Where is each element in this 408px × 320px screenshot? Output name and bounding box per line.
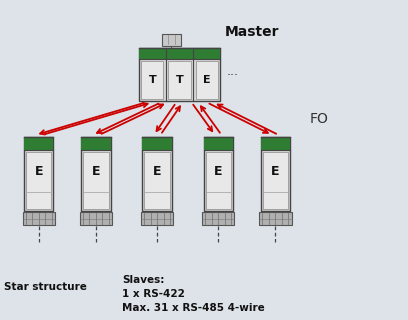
- Text: E: E: [203, 75, 211, 85]
- Bar: [259, 212, 292, 225]
- Text: E: E: [214, 165, 222, 178]
- Bar: [263, 151, 288, 210]
- Bar: [26, 151, 51, 210]
- Text: T: T: [176, 75, 183, 85]
- Bar: [142, 137, 172, 211]
- Bar: [261, 137, 290, 150]
- Text: ...: ...: [226, 65, 238, 78]
- Bar: [141, 212, 173, 225]
- Text: Master: Master: [224, 25, 279, 39]
- Bar: [24, 137, 53, 211]
- Text: Star structure: Star structure: [4, 282, 87, 292]
- Text: E: E: [92, 165, 100, 178]
- Bar: [204, 137, 233, 211]
- Bar: [139, 48, 220, 101]
- Bar: [22, 212, 55, 225]
- Bar: [139, 48, 220, 59]
- Bar: [202, 212, 235, 225]
- Text: T: T: [149, 75, 156, 85]
- Bar: [169, 60, 191, 99]
- Bar: [83, 151, 109, 210]
- Text: Slaves:
1 x RS-422
Max. 31 x RS-485 4-wire: Slaves: 1 x RS-422 Max. 31 x RS-485 4-wi…: [122, 275, 265, 313]
- Bar: [81, 137, 111, 150]
- Bar: [162, 34, 181, 46]
- Bar: [206, 151, 231, 210]
- Bar: [144, 151, 170, 210]
- Text: E: E: [35, 165, 43, 178]
- Bar: [24, 137, 53, 150]
- Bar: [261, 137, 290, 211]
- Bar: [81, 137, 111, 211]
- Text: FO: FO: [310, 112, 329, 126]
- Text: E: E: [153, 165, 161, 178]
- Bar: [195, 60, 218, 99]
- Bar: [204, 137, 233, 150]
- Bar: [141, 60, 164, 99]
- Bar: [80, 212, 112, 225]
- Bar: [142, 137, 172, 150]
- Text: E: E: [271, 165, 279, 178]
